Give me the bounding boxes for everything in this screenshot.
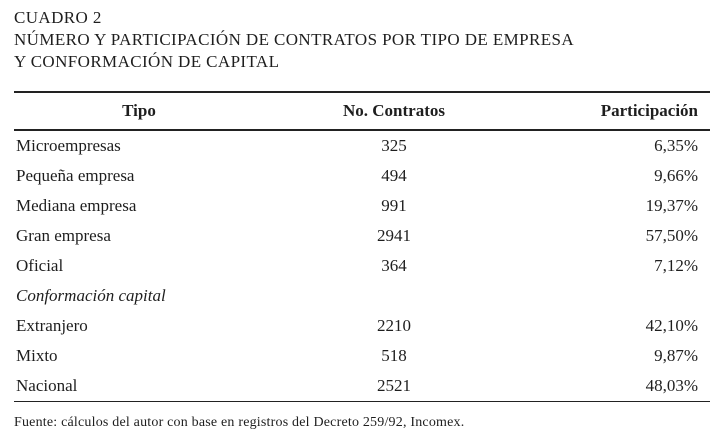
cell-tipo: Gran empresa <box>16 226 111 245</box>
title-line-sub: Y CONFORMACIÓN DE CAPITAL <box>14 52 280 71</box>
source-note: Fuente: cálculos del autor con base en r… <box>14 415 465 430</box>
cell-contratos: 494 <box>381 166 407 185</box>
title-line-main: NÚMERO Y PARTICIPACIÓN DE CONTRATOS POR … <box>14 30 575 49</box>
table-section-row: Conformación capital <box>14 281 710 311</box>
table-row: Mediana empresa 991 19,37% <box>14 191 710 221</box>
table-title: CUADRO 2 NÚMERO Y PARTICIPACIÓN DE CONTR… <box>14 7 710 73</box>
data-table: Tipo No. Contratos Participación Microem… <box>14 91 710 402</box>
table-row: Pequeña empresa 494 9,66% <box>14 161 710 191</box>
cell-tipo: Microempresas <box>16 136 121 155</box>
cell-participacion: 57,50% <box>645 226 698 245</box>
cell-tipo: Extranjero <box>16 316 88 335</box>
cell-contratos: 364 <box>381 256 407 275</box>
cell-tipo: Pequeña empresa <box>16 166 135 185</box>
cell-contratos: 991 <box>381 196 407 215</box>
cell-participacion: 42,10% <box>645 316 698 335</box>
table-row: Nacional 2521 48,03% <box>14 371 710 401</box>
cell-participacion: 6,35% <box>654 136 698 155</box>
cell-participacion: 48,03% <box>645 376 698 395</box>
cell-section-label: Conformación capital <box>16 286 166 305</box>
table-row: Gran empresa 2941 57,50% <box>14 221 710 251</box>
cell-contratos: 2941 <box>377 226 411 245</box>
cell-tipo: Mixto <box>16 346 58 365</box>
column-header-participacion: Participación <box>600 101 698 120</box>
cell-tipo: Nacional <box>16 376 78 395</box>
table-row: Extranjero 2210 42,10% <box>14 311 710 341</box>
table-header-row: Tipo No. Contratos Participación <box>14 93 710 131</box>
cell-contratos: 518 <box>381 346 407 365</box>
cell-tipo: Mediana empresa <box>16 196 137 215</box>
table-row: Oficial 364 7,12% <box>14 251 710 281</box>
cell-participacion: 9,87% <box>654 346 698 365</box>
cell-participacion: 7,12% <box>654 256 698 275</box>
cell-participacion: 9,66% <box>654 166 698 185</box>
cell-tipo: Oficial <box>16 256 64 275</box>
cell-participacion: 19,37% <box>645 196 698 215</box>
table-row: Mixto 518 9,87% <box>14 341 710 371</box>
column-header-tipo: Tipo <box>122 101 156 120</box>
column-header-contratos: No. Contratos <box>343 101 445 120</box>
cell-contratos: 325 <box>381 136 407 155</box>
table-row: Microempresas 325 6,35% <box>14 131 710 161</box>
cell-contratos: 2210 <box>377 316 411 335</box>
cell-contratos: 2521 <box>377 376 411 395</box>
title-line-cuadro: CUADRO 2 <box>14 8 102 27</box>
